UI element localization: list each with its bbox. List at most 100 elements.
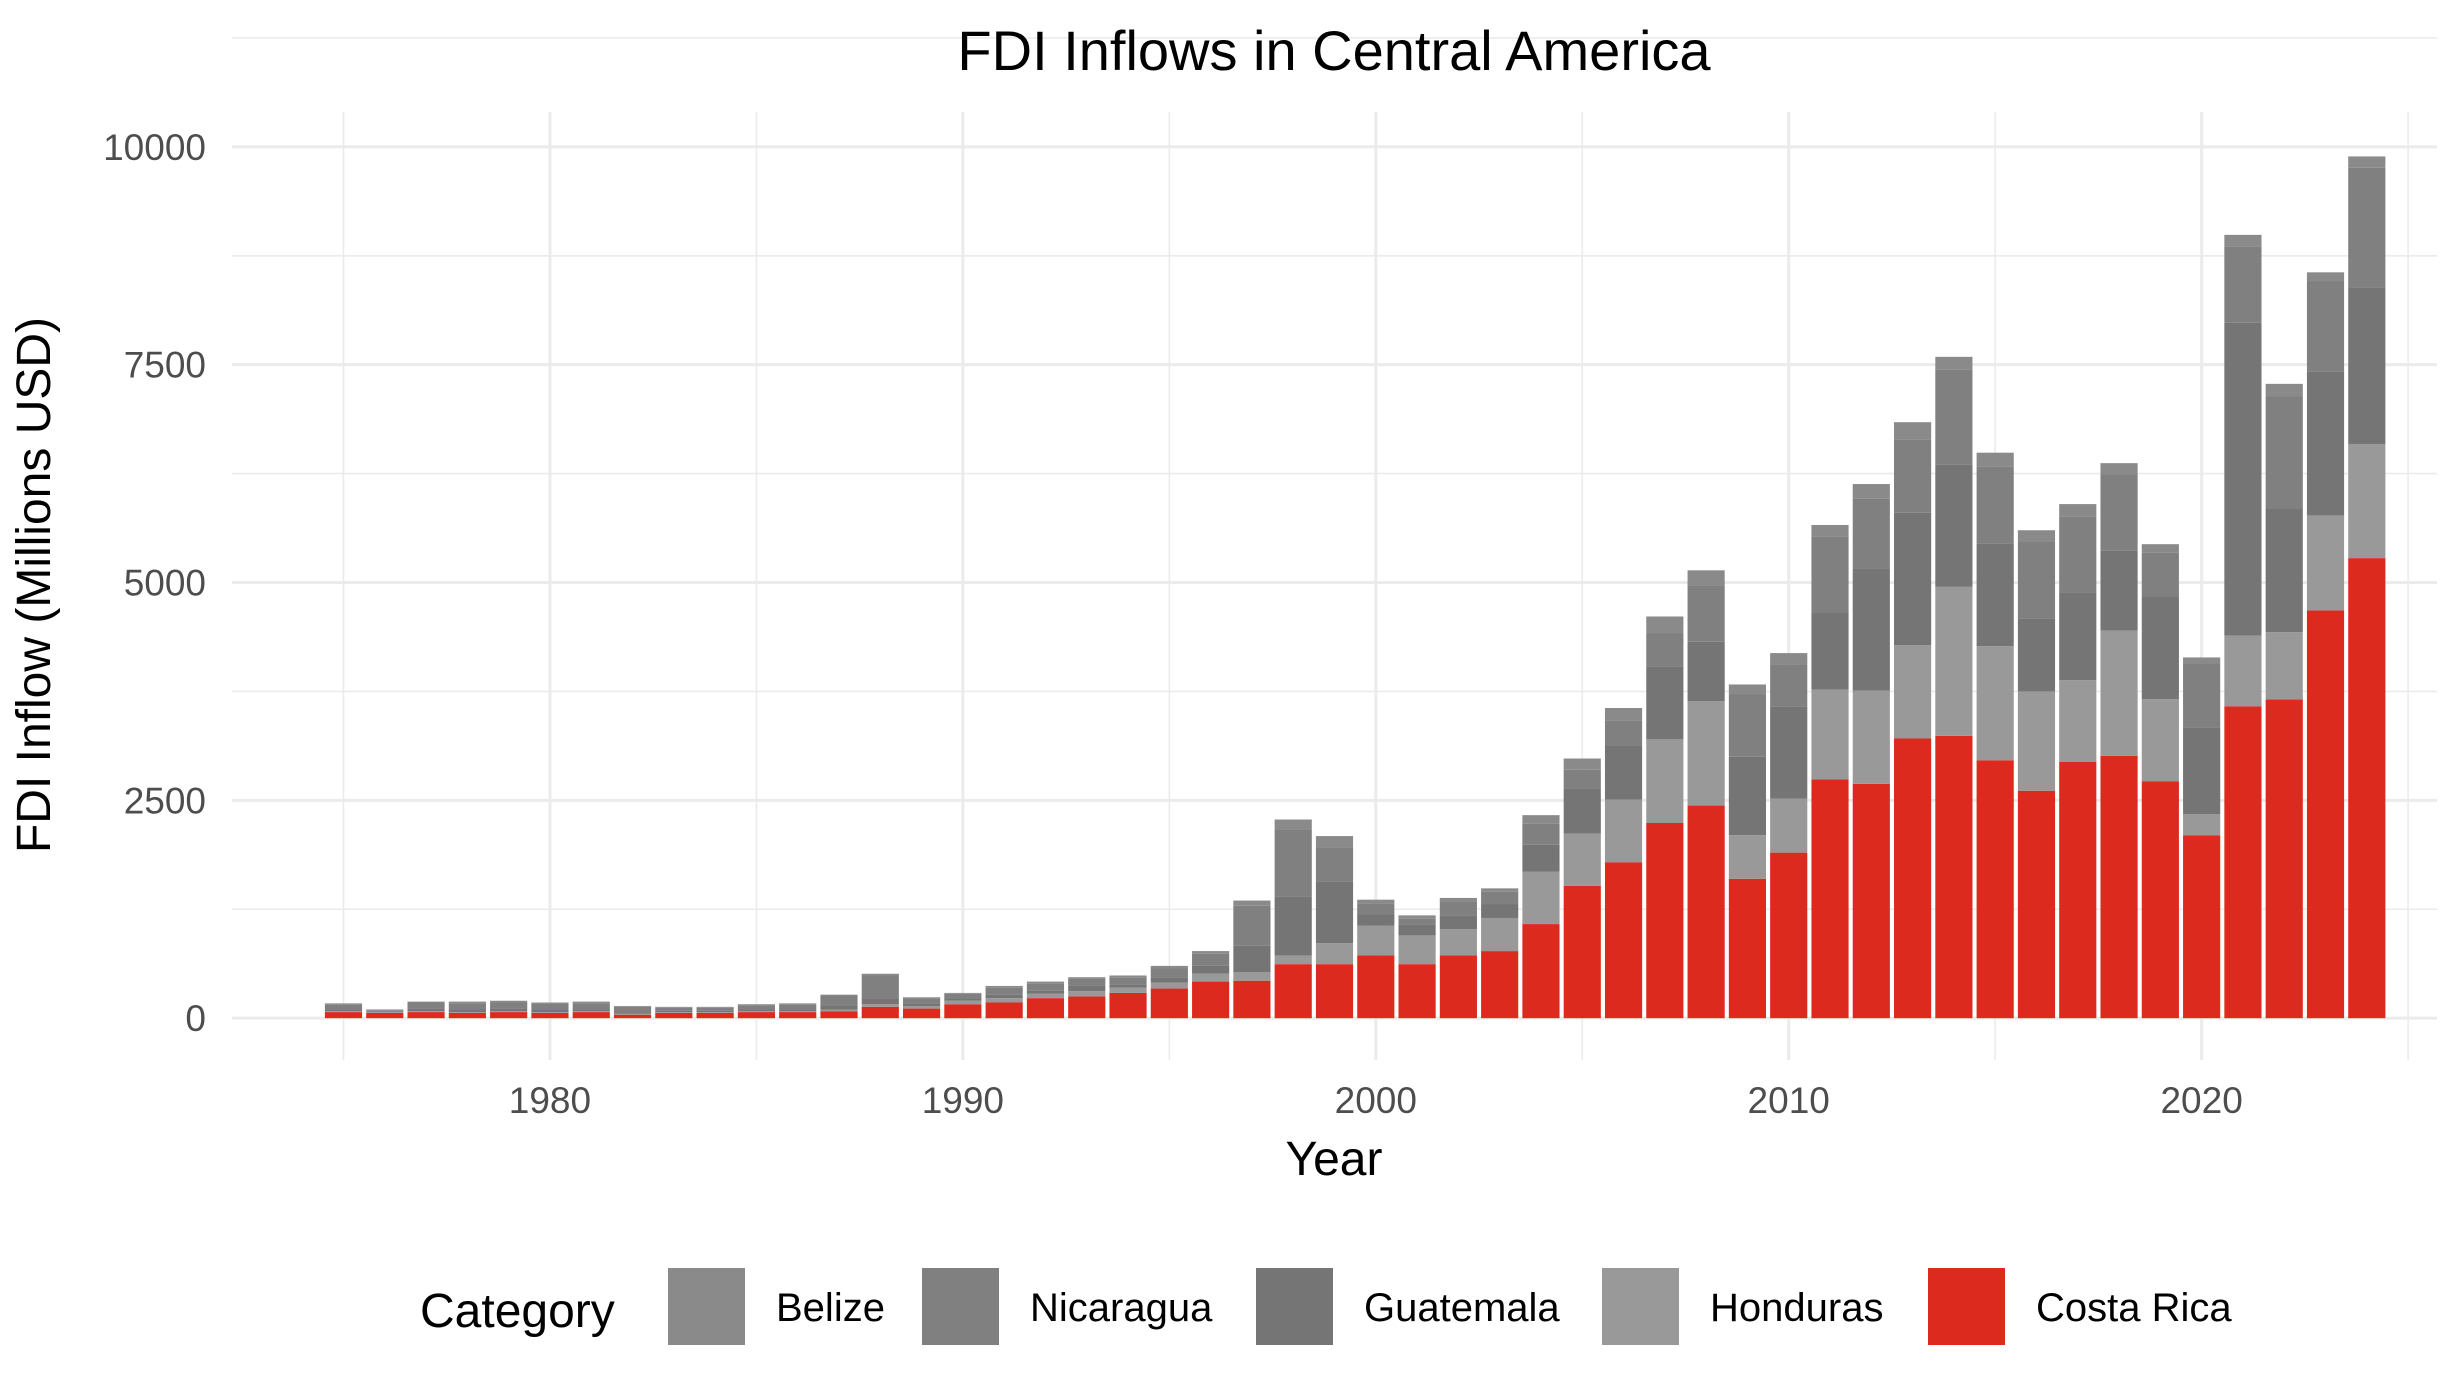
- bar-guatemala-1975: [324, 1009, 363, 1012]
- bar-costa-rica-1983: [655, 1012, 693, 1019]
- bar-guatemala-2018: [2100, 550, 2138, 631]
- bar-belize-2000: [1357, 899, 1395, 904]
- bar-belize-2002: [1439, 897, 1477, 902]
- bar-honduras-2013: [1894, 645, 1932, 739]
- y-tick-label: 10000: [103, 127, 206, 168]
- bar-nicaragua-1993: [1068, 978, 1106, 986]
- bar-belize-2007: [1646, 616, 1684, 634]
- x-tick-label: 1980: [509, 1080, 591, 1121]
- bar-belize-2024: [2348, 156, 2386, 168]
- bar-nicaragua-1996: [1192, 953, 1230, 966]
- bar-honduras-1994: [1109, 987, 1147, 993]
- bar-guatemala-1991: [985, 994, 1023, 999]
- bar-nicaragua-1983: [655, 1007, 693, 1011]
- bar-guatemala-2012: [1852, 568, 1890, 691]
- legend-label-honduras: Honduras: [1710, 1286, 1883, 1330]
- bar-honduras-2011: [1811, 689, 1849, 780]
- bar-honduras-2018: [2100, 630, 2138, 756]
- bar-belize-1983: [655, 1006, 693, 1008]
- bar-costa-rica-2000: [1357, 955, 1395, 1019]
- bar-nicaragua-2014: [1935, 369, 1973, 465]
- bar-guatemala-2007: [1646, 666, 1684, 740]
- bar-belize-1978: [448, 1001, 486, 1004]
- bar-nicaragua-1994: [1109, 977, 1147, 985]
- bar-costa-rica-2013: [1894, 738, 1932, 1019]
- bar-honduras-1983: [655, 1012, 693, 1013]
- bar-belize-2001: [1398, 915, 1436, 919]
- bar-honduras-2004: [1522, 871, 1560, 925]
- bar-guatemala-1978: [448, 1009, 486, 1013]
- bar-honduras-1995: [1150, 982, 1188, 989]
- bar-guatemala-2023: [2306, 371, 2345, 516]
- bar-costa-rica-1986: [779, 1012, 817, 1019]
- bar-costa-rica-1994: [1109, 992, 1147, 1019]
- bar-costa-rica-1975: [324, 1012, 363, 1019]
- bar-honduras-2002: [1439, 929, 1477, 956]
- x-axis-label: Year: [1286, 1133, 1383, 1186]
- bar-honduras-2014: [1935, 586, 1973, 736]
- bar-belize-1984: [696, 1006, 734, 1008]
- bar-costa-rica-2022: [2265, 699, 2303, 1019]
- bar-nicaragua-1988: [861, 975, 899, 1000]
- bar-honduras-1991: [985, 998, 1023, 1003]
- bar-nicaragua-2013: [1894, 439, 1932, 513]
- bar-nicaragua-1995: [1150, 968, 1188, 978]
- bar-costa-rica-1992: [1026, 998, 1065, 1019]
- bar-costa-rica-2003: [1481, 951, 1519, 1019]
- bar-nicaragua-1978: [448, 1003, 486, 1010]
- bar-honduras-2001: [1398, 935, 1436, 965]
- bar-honduras-1978: [448, 1012, 486, 1013]
- legend-key-belize: [668, 1268, 745, 1345]
- bar-belize-1979: [490, 1000, 528, 1003]
- bar-nicaragua-2015: [1976, 466, 2014, 544]
- bar-honduras-1976: [366, 1012, 404, 1013]
- bar-honduras-2016: [2017, 691, 2056, 791]
- bar-costa-rica-2018: [2100, 755, 2138, 1019]
- bar-belize-1990: [944, 992, 982, 994]
- bar-honduras-1996: [1192, 973, 1230, 982]
- bar-honduras-1980: [531, 1012, 569, 1013]
- bar-costa-rica-2010: [1770, 852, 1808, 1019]
- bar-nicaragua-1976: [366, 1010, 404, 1012]
- bar-belize-2023: [2306, 272, 2345, 282]
- bar-honduras-2010: [1770, 798, 1808, 853]
- bar-costa-rica-2007: [1646, 823, 1684, 1019]
- legend-label-costa-rica: Costa Rica: [2036, 1286, 2232, 1330]
- bar-costa-rica-1981: [572, 1012, 610, 1019]
- bar-nicaragua-1981: [572, 1003, 610, 1010]
- bar-belize-1997: [1233, 900, 1271, 906]
- bar-honduras-1998: [1274, 955, 1312, 965]
- bar-guatemala-2004: [1522, 844, 1560, 872]
- bar-nicaragua-1984: [696, 1007, 734, 1011]
- bar-costa-rica-2001: [1398, 964, 1436, 1019]
- bar-honduras-2007: [1646, 739, 1684, 823]
- bar-nicaragua-1986: [779, 1004, 817, 1010]
- legend-key-honduras: [1602, 1268, 1679, 1345]
- bar-honduras-2006: [1604, 799, 1643, 863]
- bar-guatemala-2002: [1439, 915, 1477, 930]
- bar-guatemala-1999: [1315, 881, 1354, 944]
- bar-guatemala-1995: [1150, 977, 1188, 983]
- legend-label-guatemala: Guatemala: [1364, 1286, 1560, 1330]
- bar-nicaragua-1982: [613, 1006, 652, 1013]
- bar-guatemala-2016: [2017, 618, 2056, 692]
- bar-nicaragua-2008: [1687, 585, 1725, 642]
- bar-nicaragua-1980: [531, 1003, 569, 1010]
- bar-honduras-1984: [696, 1012, 734, 1013]
- bar-costa-rica-1979: [490, 1012, 528, 1019]
- bar-honduras-1999: [1315, 943, 1354, 965]
- bar-nicaragua-1987: [820, 995, 858, 1006]
- bar-belize-2009: [1728, 684, 1767, 695]
- bar-guatemala-2013: [1894, 512, 1932, 646]
- bar-guatemala-1976: [366, 1011, 404, 1013]
- bar-belize-1991: [985, 985, 1023, 988]
- bar-honduras-1986: [779, 1011, 817, 1013]
- bar-nicaragua-2000: [1357, 903, 1395, 915]
- bar-belize-1980: [531, 1002, 569, 1004]
- bar-nicaragua-2011: [1811, 536, 1849, 614]
- bar-guatemala-2000: [1357, 914, 1395, 926]
- bar-honduras-2009: [1728, 835, 1767, 879]
- bar-guatemala-2015: [1976, 543, 2014, 647]
- bar-belize-1994: [1109, 975, 1147, 978]
- bar-honduras-2020: [2183, 814, 2221, 836]
